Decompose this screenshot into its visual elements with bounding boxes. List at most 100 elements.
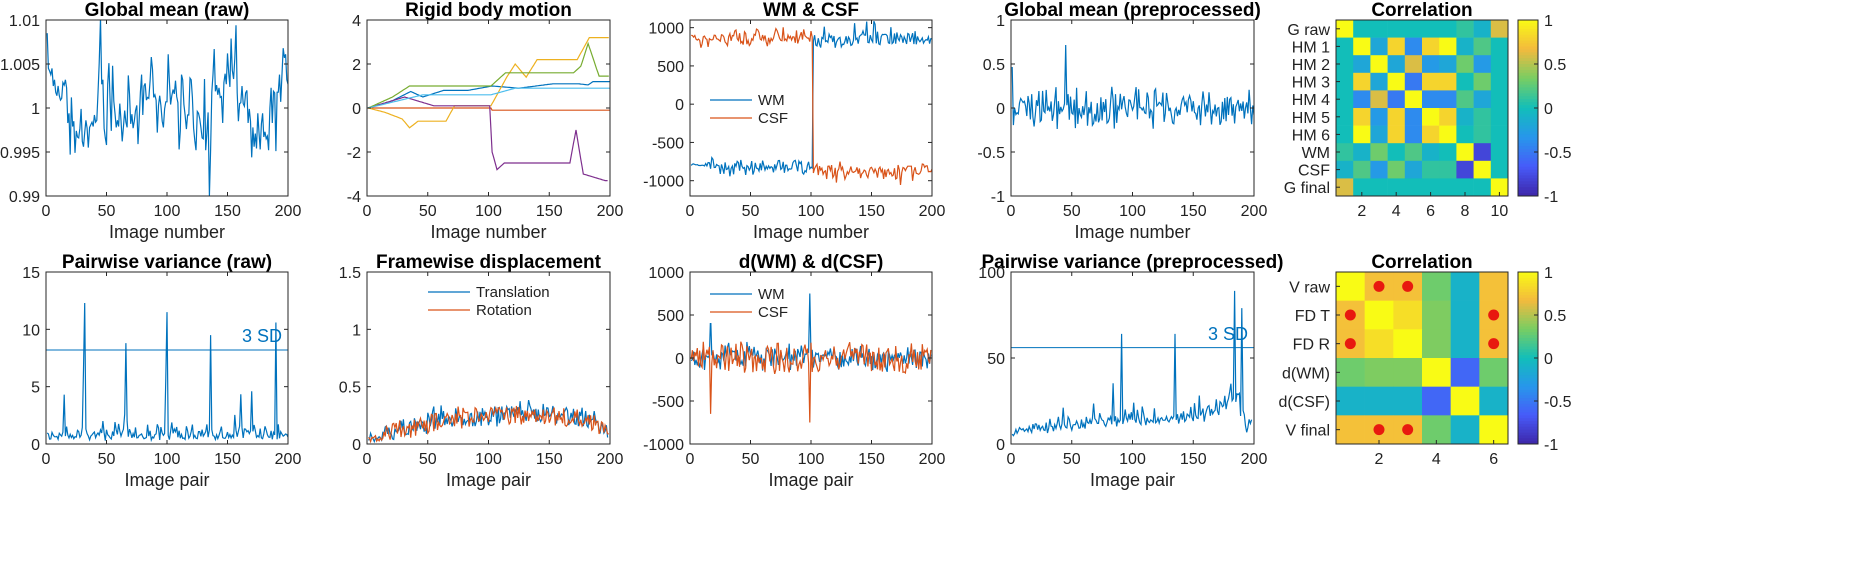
colorbar-step: [1518, 110, 1538, 115]
chart-title: d(WM) & d(CSF): [739, 252, 884, 273]
heatmap-cell: [1450, 272, 1480, 301]
heatmap-cell: [1422, 300, 1451, 330]
significance-marker: [1488, 309, 1500, 321]
significance-marker: [1344, 309, 1356, 321]
row-label: HM 5: [1292, 110, 1330, 127]
panel-p3: WM & CSF 0 50 100 150 200 -1000 -500 0 500 1000 Ima…: [643, 0, 945, 242]
heatmap-cell: [1336, 37, 1354, 56]
heatmap-cell: [1490, 90, 1509, 109]
heatmap-cell: [1404, 125, 1423, 144]
y-tick-label: -4: [347, 189, 361, 206]
colorbar-step: [1518, 386, 1538, 390]
colorbar-step: [1518, 312, 1538, 316]
colorbar-step: [1518, 392, 1538, 396]
colorbar: -1 -0.5 0 0.5 1: [1517, 13, 1572, 206]
colorbar-step: [1518, 389, 1538, 393]
colorbar-step: [1518, 292, 1538, 296]
colorbar-step: [1518, 306, 1538, 310]
row-label: G raw: [1287, 22, 1330, 39]
heatmap-cell: [1353, 37, 1371, 56]
panel-p7: d(WM) & d(CSF) 0 50 100 150 200 -1000 -500 0 500 1…: [643, 252, 945, 490]
colorbar-step: [1518, 46, 1538, 50]
colorbar-step: [1518, 49, 1538, 53]
colorbar-step: [1518, 55, 1538, 59]
heatmap-cell: [1422, 329, 1451, 359]
x-tick-label: 4: [1392, 203, 1401, 220]
heatmap-cell: [1404, 55, 1423, 74]
colorbar-step: [1518, 96, 1538, 100]
y-tick-label: 0: [352, 101, 361, 118]
colorbar-step: [1518, 178, 1538, 182]
heatmap-cell: [1370, 90, 1388, 109]
y-tick-label: 1000: [648, 265, 684, 282]
y-tick-label: 2: [352, 57, 361, 74]
heatmap-cell: [1473, 160, 1492, 179]
colorbar-step: [1518, 332, 1538, 336]
heatmap-cell: [1336, 90, 1354, 109]
y-tick-label: 0: [352, 437, 361, 454]
heatmap-cell: [1473, 55, 1492, 74]
colorbar-step: [1518, 78, 1538, 82]
heatmap-cell: [1336, 125, 1354, 144]
colorbar-step: [1518, 34, 1538, 38]
heatmap-cell: [1336, 178, 1354, 197]
colorbar-step: [1518, 323, 1538, 327]
colorbar-step: [1518, 432, 1538, 436]
heatmap-cell: [1353, 143, 1371, 162]
y-tick-label: 15: [22, 265, 40, 282]
colorbar-step: [1518, 184, 1538, 188]
colorbar-step: [1518, 429, 1538, 433]
axes-box: [1335, 271, 1509, 445]
heatmap-cell: [1404, 108, 1423, 126]
heatmap-cell: [1404, 72, 1423, 91]
x-tick-label: 150: [1180, 203, 1207, 220]
heatmap-cell: [1370, 55, 1388, 74]
significance-marker: [1344, 338, 1356, 350]
heatmap-cell: [1473, 90, 1492, 109]
row-label: V raw: [1289, 279, 1330, 296]
heatmap-cell: [1473, 72, 1492, 91]
heatmap-cell: [1393, 358, 1423, 387]
colorbar-step: [1518, 37, 1538, 41]
colorbar-step: [1518, 90, 1538, 94]
colorbar-label: -0.5: [1544, 145, 1572, 162]
legend-entry: Translation: [476, 284, 550, 301]
heatmap-cell: [1490, 143, 1509, 162]
heatmap-cell: [1456, 160, 1474, 179]
row-label: FD R: [1293, 337, 1330, 354]
y-tick-label: 1.5: [339, 265, 361, 282]
x-tick-label: 6: [1489, 451, 1498, 468]
colorbar-step: [1518, 66, 1538, 71]
heatmap-cell: [1422, 37, 1440, 56]
colorbar-step: [1518, 163, 1538, 168]
heatmap-cell: [1364, 300, 1394, 330]
heatmap-cell: [1439, 108, 1457, 126]
colorbar-step: [1518, 360, 1538, 365]
x-tick-label: 100: [154, 203, 181, 220]
heatmap-cell: [1450, 329, 1480, 359]
colorbar-step: [1518, 181, 1538, 185]
colorbar-step: [1518, 415, 1538, 419]
heatmap-cell: [1393, 329, 1423, 359]
row-label: HM 6: [1292, 127, 1330, 144]
x-tick-label: 50: [419, 203, 437, 220]
legend-entry: CSF: [758, 304, 788, 321]
heatmap-cell: [1364, 329, 1394, 359]
heatmap-cell: [1473, 178, 1492, 197]
y-tick-label: -2: [347, 145, 361, 162]
colorbar-step: [1518, 157, 1538, 162]
series-line-0: [46, 20, 288, 196]
row-label: G final: [1284, 180, 1330, 197]
colorbar-step: [1518, 337, 1538, 342]
colorbar-step: [1518, 272, 1538, 276]
x-tick-label: 2: [1375, 451, 1384, 468]
colorbar-step: [1518, 435, 1538, 439]
row-label: d(CSF): [1278, 394, 1330, 411]
y-tick-label: 0.5: [339, 380, 361, 397]
chart-title: Rigid body motion: [405, 0, 572, 21]
x-tick-label: 200: [919, 203, 946, 220]
y-tick-label: -500: [652, 394, 684, 411]
heatmap-cell: [1422, 415, 1451, 445]
heatmap-cell: [1336, 358, 1365, 387]
plot-area: [46, 20, 288, 196]
